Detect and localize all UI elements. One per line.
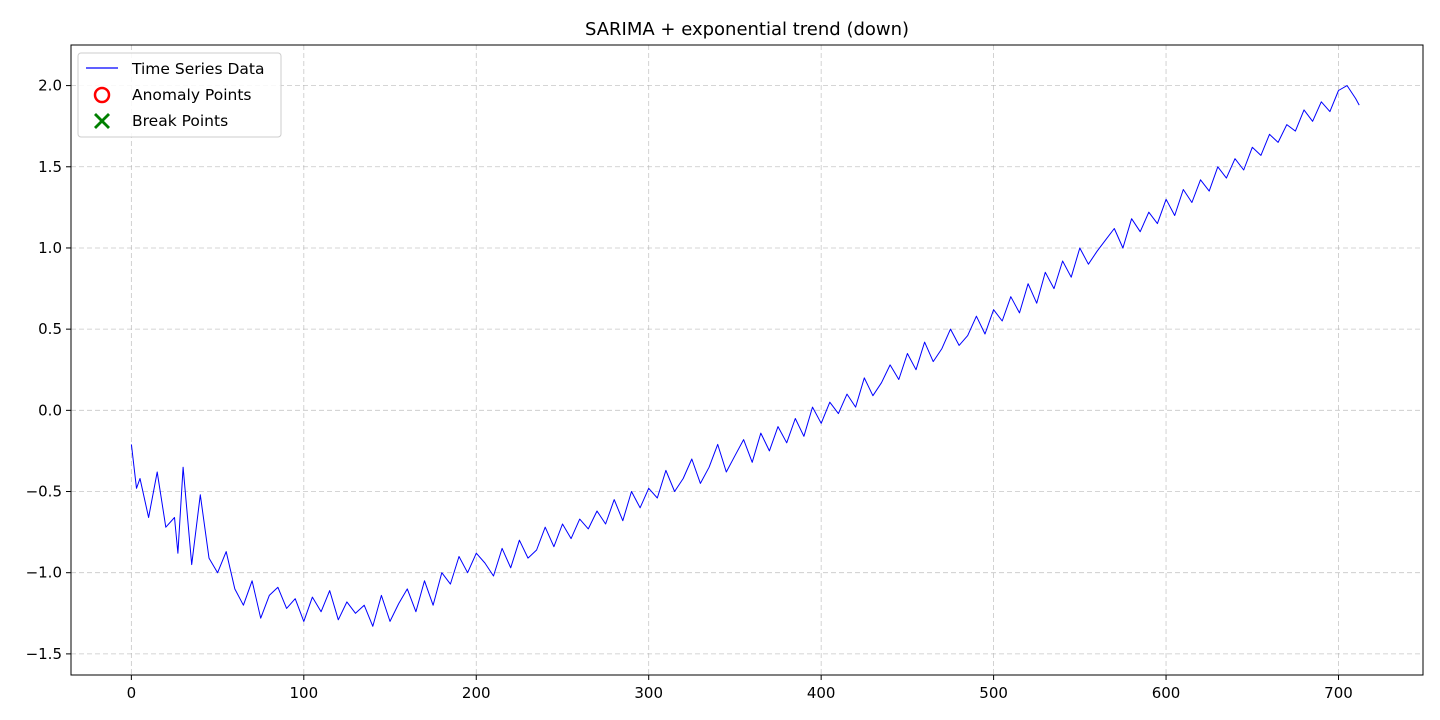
series-layer — [130, 85, 1360, 627]
x-tick-label: 300 — [634, 684, 663, 702]
x-tick-label: 100 — [289, 684, 318, 702]
series-line-time-series-data — [130, 85, 1360, 627]
y-tick-label: 2.0 — [38, 77, 62, 95]
y-tick-label: 1.0 — [38, 239, 62, 257]
y-tick-label: 0.5 — [38, 320, 62, 338]
chart-title: SARIMA + exponential trend (down) — [585, 19, 909, 40]
legend-x-marker — [94, 113, 110, 129]
grid — [71, 45, 1423, 675]
plot-frame — [70, 44, 1424, 676]
x-tick-label: 500 — [979, 684, 1008, 702]
x-tick-label: 0 — [127, 684, 137, 702]
legend-label: Anomaly Points — [132, 86, 251, 104]
x-tick-label: 700 — [1324, 684, 1353, 702]
y-tick-label: −1.0 — [26, 564, 62, 582]
y-tick-label: −1.5 — [26, 645, 62, 663]
y-tick-label: 1.5 — [38, 158, 62, 176]
x-tick-label: 200 — [462, 684, 491, 702]
y-tick-label: 0.0 — [38, 401, 62, 419]
legend: Time Series Data Anomaly Points Break Poin… — [77, 52, 282, 138]
ticks: 0 100 200 300 400 500 600 700 −1.5 −1.0 −0.5 0.0 0.5… — [26, 77, 1353, 702]
legend-label: Time Series Data — [131, 60, 264, 78]
x-tick-label: 600 — [1152, 684, 1181, 702]
legend-label: Break Points — [132, 112, 228, 130]
legend-box — [77, 52, 282, 138]
y-tick-label: −0.5 — [26, 483, 62, 501]
x-tick-label: 400 — [807, 684, 836, 702]
legend-circle-marker — [93, 86, 111, 104]
